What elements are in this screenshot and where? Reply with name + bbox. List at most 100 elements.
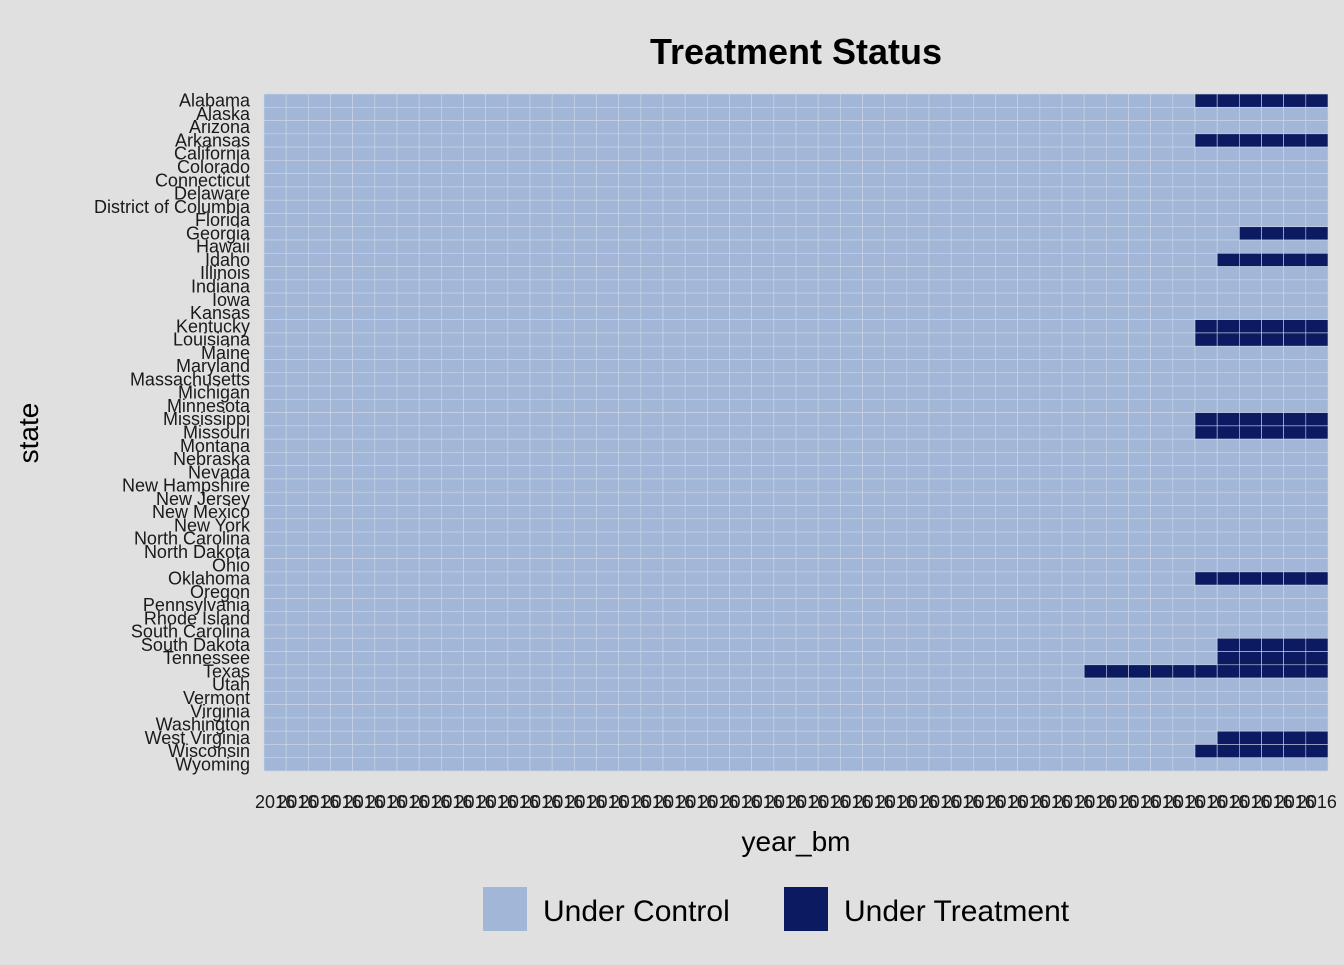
heatmap-cell-maine-8 <box>441 345 464 360</box>
heatmap-cell-new-york-31 <box>950 518 974 533</box>
heatmap-cell-wyoming-41 <box>1172 757 1196 772</box>
heatmap-cell-wyoming-7 <box>418 757 442 772</box>
heatmap-cell-pennsylvania-16 <box>618 598 642 612</box>
heatmap-cell-oklahoma-34 <box>1017 571 1041 586</box>
heatmap-cell-new-hampshire-18 <box>662 478 686 493</box>
heatmap-cell-north-carolina-34 <box>1017 531 1041 546</box>
heatmap-cell-mississippi-1 <box>285 412 309 427</box>
heatmap-cell-arkansas-39 <box>1128 133 1151 148</box>
heatmap-cell-new-jersey-44 <box>1239 491 1262 506</box>
heatmap-cell-minnesota-32 <box>973 399 996 413</box>
heatmap-cell-texas-2 <box>308 664 331 679</box>
heatmap-cell-missouri-21 <box>729 425 752 440</box>
heatmap-cell-louisiana-9 <box>463 332 486 347</box>
heatmap-cell-arizona-21 <box>729 120 752 135</box>
heatmap-cell-south-carolina-11 <box>507 624 531 639</box>
heatmap-cell-california-27 <box>862 146 885 161</box>
heatmap-cell-missouri-39 <box>1128 425 1151 440</box>
heatmap-cell-mississippi-26 <box>840 412 863 427</box>
heatmap-cell-michigan-17 <box>640 385 664 400</box>
heatmap-cell-massachusetts-18 <box>662 372 686 387</box>
heatmap-cell-texas-18 <box>662 664 686 679</box>
heatmap-cell-south-dakota-4 <box>352 637 376 652</box>
heatmap-cell-idaho-11 <box>507 252 531 267</box>
heatmap-cell-california-20 <box>707 146 730 161</box>
x-tick-label-8: 2016 <box>432 792 472 812</box>
heatmap-cell-idaho-0 <box>263 252 287 267</box>
heatmap-cell-mississippi-0 <box>263 412 287 427</box>
heatmap-cell-south-dakota-11 <box>507 637 531 652</box>
heatmap-cell-new-york-16 <box>618 518 642 533</box>
heatmap-cell-iowa-25 <box>817 292 841 307</box>
heatmap-cell-wisconsin-22 <box>751 744 775 759</box>
heatmap-cell-new-mexico-13 <box>551 505 575 520</box>
heatmap-cell-florida-7 <box>418 213 442 228</box>
y-tick-label-utah: Utah <box>212 675 250 695</box>
heatmap-cell-oregon-45 <box>1261 584 1284 599</box>
heatmap-cell-california-41 <box>1172 146 1196 161</box>
heatmap-cell-vermont-8 <box>441 691 464 705</box>
heatmap-cell-west-virginia-42 <box>1194 730 1218 745</box>
heatmap-cell-nebraska-2 <box>308 452 331 466</box>
heatmap-cell-kentucky-0 <box>263 319 287 334</box>
heatmap-cell-montana-32 <box>973 438 996 453</box>
heatmap-cell-michigan-26 <box>840 385 863 400</box>
heatmap-cell-indiana-14 <box>574 279 597 294</box>
heatmap-cell-maryland-46 <box>1283 359 1307 374</box>
heatmap-cell-maine-45 <box>1261 345 1284 360</box>
heatmap-cell-new-york-37 <box>1083 518 1107 533</box>
heatmap-cell-california-47 <box>1305 146 1329 161</box>
heatmap-cell-minnesota-34 <box>1017 399 1041 413</box>
heatmap-cell-north-dakota-37 <box>1083 545 1107 559</box>
heatmap-cell-michigan-47 <box>1305 385 1329 400</box>
heatmap-cell-south-dakota-36 <box>1061 637 1085 652</box>
heatmap-cell-california-31 <box>950 146 974 161</box>
heatmap-cell-alabama-22 <box>751 93 775 108</box>
heatmap-cell-kansas-46 <box>1283 306 1307 320</box>
heatmap-cell-missouri-33 <box>995 425 1018 440</box>
heatmap-cell-arkansas-27 <box>862 133 885 148</box>
heatmap-cell-minnesota-36 <box>1061 399 1085 413</box>
heatmap-cell-kentucky-21 <box>729 319 752 334</box>
heatmap-cell-california-29 <box>906 146 930 161</box>
y-tick-label-idaho: Idaho <box>205 250 250 270</box>
legend-label-under-control: Under Control <box>543 895 730 928</box>
heatmap-cell-virginia-38 <box>1106 704 1129 719</box>
heatmap-cell-colorado-22 <box>751 160 775 174</box>
heatmap-cell-nevada-20 <box>707 465 730 480</box>
heatmap-cell-washington-26 <box>840 717 863 732</box>
heatmap-cell-vermont-28 <box>884 691 908 705</box>
heatmap-cell-texas-21 <box>729 664 752 679</box>
heatmap-cell-vermont-5 <box>374 691 398 705</box>
heatmap-cell-colorado-13 <box>551 160 575 174</box>
heatmap-cell-ohio-31 <box>950 558 974 573</box>
heatmap-cell-new-jersey-39 <box>1128 491 1151 506</box>
heatmap-cell-colorado-14 <box>574 160 597 174</box>
heatmap-cell-colorado-30 <box>928 160 952 174</box>
heatmap-cell-utah-29 <box>906 677 930 692</box>
heatmap-cell-georgia-26 <box>840 226 863 241</box>
heatmap-cell-montana-17 <box>640 438 664 453</box>
heatmap-cell-ohio-42 <box>1194 558 1218 573</box>
heatmap-cell-colorado-46 <box>1283 160 1307 174</box>
heatmap-cell-west-virginia-27 <box>862 730 885 745</box>
heatmap-cell-iowa-31 <box>950 292 974 307</box>
heatmap-cell-florida-26 <box>840 213 863 228</box>
heatmap-cell-new-york-1 <box>285 518 309 533</box>
heatmap-cell-mississippi-18 <box>662 412 686 427</box>
legend: Under Control Under Treatment <box>483 887 1070 931</box>
heatmap-cell-alabama-31 <box>950 93 974 108</box>
heatmap-cell-illinois-46 <box>1283 266 1307 281</box>
heatmap-cell-tennessee-30 <box>928 651 952 666</box>
heatmap-cell-new-mexico-5 <box>374 505 398 520</box>
y-tick-label-nevada: Nevada <box>188 462 251 482</box>
heatmap-cell-colorado-17 <box>640 160 664 174</box>
heatmap-cell-kansas-15 <box>596 306 619 320</box>
heatmap-cell-nebraska-15 <box>596 452 619 466</box>
heatmap-cell-virginia-47 <box>1305 704 1329 719</box>
heatmap-cell-iowa-16 <box>618 292 642 307</box>
heatmap-cell-west-virginia-25 <box>817 730 841 745</box>
heatmap-cell-rhode-island-40 <box>1150 611 1174 626</box>
heatmap-cell-michigan-8 <box>441 385 464 400</box>
heatmap-cell-district-of-columbia-5 <box>374 199 398 214</box>
